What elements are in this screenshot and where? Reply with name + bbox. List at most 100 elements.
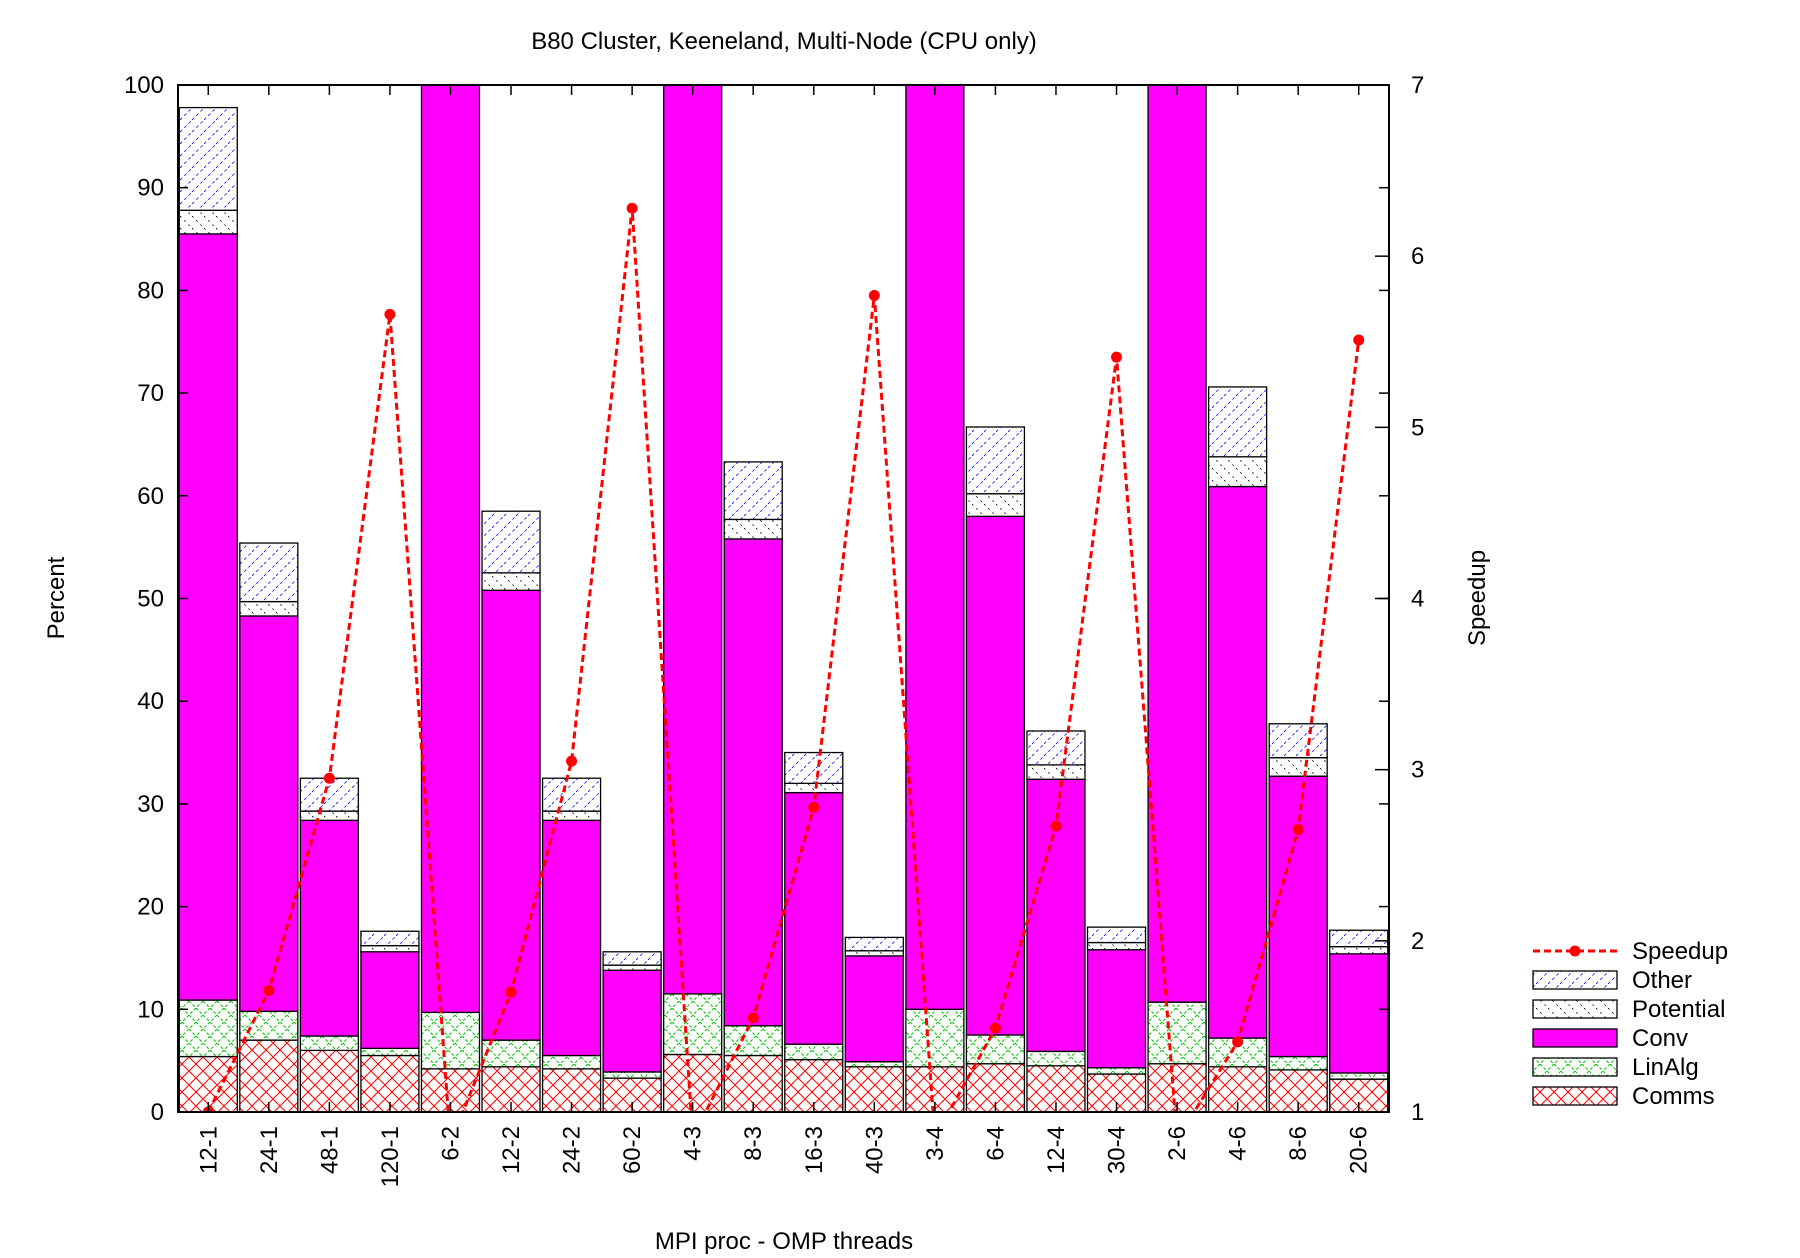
y2-tick-label: 3	[1411, 757, 1424, 784]
bar-other-24-1	[239, 542, 299, 603]
bar-conv-30-4	[1086, 949, 1147, 1069]
y-tick-label: 70	[137, 380, 164, 407]
x-tick-label: 6-4	[982, 1126, 1009, 1161]
x-tick-label: 60-2	[619, 1126, 646, 1174]
speedup-line	[206, 208, 1361, 1112]
y2-tick-label: 5	[1411, 414, 1424, 441]
y2-tick-label: 1	[1411, 1099, 1424, 1126]
x-tick-label: 120-1	[377, 1126, 404, 1187]
speedup-point-6-4	[989, 1022, 1001, 1034]
bar-other-120-1	[360, 930, 420, 947]
legend-swatch-linalg	[1532, 1057, 1618, 1077]
x-tick-label: 8-6	[1285, 1126, 1312, 1161]
y-tick-label: 30	[137, 791, 164, 818]
bar-linalg-12-2	[481, 1039, 541, 1068]
legend-item-linalg: LinAlg	[1532, 1054, 1699, 1081]
bar-conv-12-1	[178, 233, 238, 1001]
y-tick-label: 100	[124, 72, 164, 99]
bar-potential-120-1	[360, 944, 420, 953]
speedup-layer	[202, 202, 1365, 1112]
bar-linalg-48-1	[299, 1035, 360, 1052]
bar-linalg-24-2	[541, 1054, 602, 1070]
bar-conv-4-6	[1207, 485, 1268, 1039]
x-tick-label: 20-6	[1346, 1126, 1373, 1174]
legend-marker-speedup	[1569, 945, 1581, 957]
legend-label: Speedup	[1632, 938, 1728, 965]
legend-item-other: Other	[1532, 967, 1692, 994]
bar-potential-6-4	[965, 493, 1026, 517]
bar-linalg-12-4	[1026, 1050, 1086, 1067]
x-tick-label: 12-1	[195, 1126, 222, 1174]
bar-linalg-6-2	[420, 1011, 481, 1070]
bar-comms-48-1	[299, 1049, 360, 1112]
bar-comms-20-6	[1329, 1078, 1389, 1112]
speedup-point-40-3	[868, 290, 880, 302]
bar-potential-30-4	[1086, 941, 1147, 951]
x-axis-label: MPI proc - OMP threads	[655, 1228, 913, 1255]
y-tick-label: 20	[137, 894, 164, 921]
bar-conv-4-3	[663, 85, 723, 995]
bar-linalg-40-3	[844, 1061, 904, 1068]
speedup-point-24-1	[263, 984, 275, 996]
y-tick-label: 40	[137, 688, 164, 715]
bar-conv-16-3	[784, 791, 844, 1045]
bar-comms-24-1	[239, 1039, 299, 1112]
legend-label: LinAlg	[1632, 1054, 1699, 1081]
legend-swatch-other	[1532, 970, 1618, 990]
speedup-point-60-2	[626, 202, 638, 214]
bar-linalg-30-4	[1086, 1067, 1147, 1075]
bars-layer	[178, 85, 1389, 1112]
x-tick-label: 3-4	[922, 1126, 949, 1161]
x-tick-label: 4-3	[680, 1126, 707, 1161]
x-tick-label: 8-3	[740, 1126, 767, 1161]
bar-potential-12-2	[481, 572, 541, 591]
bar-potential-12-4	[1026, 764, 1086, 780]
bar-other-8-6	[1268, 723, 1328, 759]
bar-conv-40-3	[844, 955, 904, 1063]
x-tick-label: 12-2	[498, 1126, 525, 1174]
bar-conv-24-1	[239, 615, 299, 1013]
speedup-point-120-1	[384, 308, 396, 320]
y-tick-label: 0	[151, 1099, 164, 1126]
y2-axis: 1 2 3 4 5 6 7	[1375, 72, 1424, 1126]
bar-other-60-2	[602, 951, 662, 966]
speedup-point-30-4	[1111, 351, 1123, 363]
x-tick-label: 30-4	[1104, 1126, 1131, 1174]
y-axis: 0 10 20 30 40 50 60 70 80 90 100	[124, 72, 1389, 1126]
bar-linalg-8-6	[1268, 1055, 1328, 1071]
bar-conv-60-2	[602, 969, 662, 1073]
legend-label: Potential	[1632, 996, 1725, 1023]
y-tick-label: 90	[137, 175, 164, 202]
bar-linalg-16-3	[784, 1043, 844, 1061]
bar-conv-8-6	[1268, 775, 1328, 1058]
y2-tick-label: 7	[1411, 72, 1424, 99]
bar-potential-60-2	[602, 964, 662, 971]
legend-item-speedup: Speedup	[1533, 938, 1728, 965]
bar-other-12-2	[481, 510, 541, 574]
bar-linalg-3-4	[905, 1008, 965, 1068]
bar-linalg-24-1	[239, 1010, 299, 1041]
x-tick-label: 6-2	[437, 1126, 464, 1161]
legend-swatch-comms	[1532, 1086, 1618, 1106]
legend-swatch-conv	[1532, 1028, 1618, 1048]
plot-frame	[177, 84, 1390, 1113]
bar-linalg-120-1	[360, 1047, 420, 1057]
bar-potential-20-6	[1329, 946, 1389, 955]
bar-conv-2-6	[1147, 85, 1207, 1003]
bar-conv-20-6	[1329, 953, 1389, 1074]
bar-conv-24-2	[541, 819, 602, 1057]
bar-other-24-2	[541, 777, 602, 812]
bar-linalg-6-4	[965, 1034, 1026, 1065]
speedup-point-4-6	[1232, 1036, 1244, 1048]
y-tick-label: 60	[137, 483, 164, 510]
bar-linalg-60-2	[602, 1071, 662, 1079]
y2-tick-label: 4	[1411, 586, 1424, 613]
bar-other-4-6	[1207, 386, 1268, 458]
x-axis: 12-1 24-1 48-1 120-1 6-2 12-2 24-2 60-2 4-3 8-3 16…	[195, 85, 1373, 1187]
bar-potential-12-1	[178, 209, 238, 235]
bar-potential-16-3	[784, 782, 844, 794]
x-tick-label: 12-4	[1043, 1126, 1070, 1174]
speedup-point-20-6	[1353, 334, 1365, 346]
bar-conv-12-4	[1026, 778, 1086, 1053]
